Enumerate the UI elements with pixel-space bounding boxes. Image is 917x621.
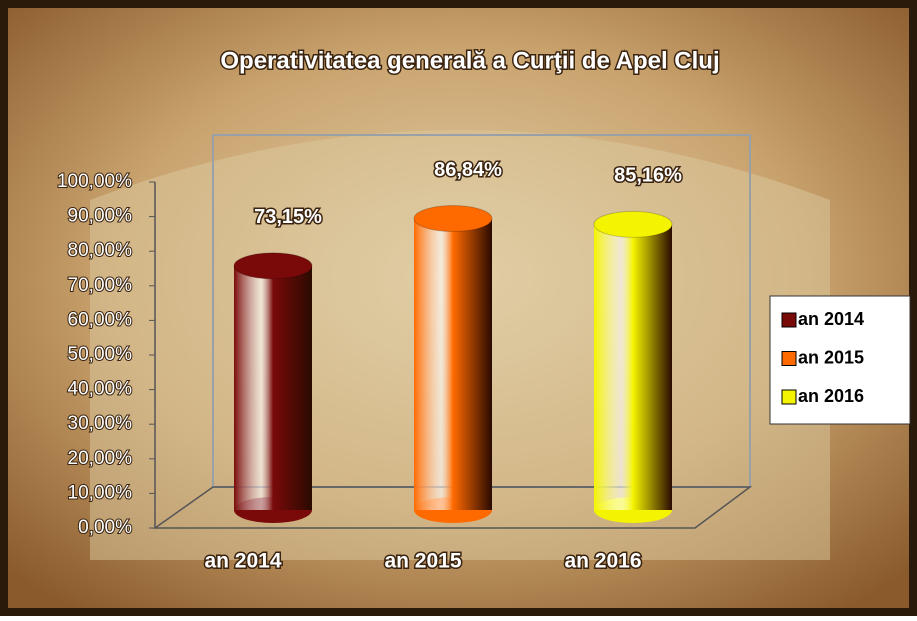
chart-title: Operativitatea generală a Curţii de Apel… (220, 47, 719, 74)
y-tick-label: 0,00% (78, 517, 132, 538)
y-tick-label: 100,00% (57, 171, 132, 192)
y-tick-label: 60,00% (68, 309, 133, 330)
bar (234, 265, 312, 510)
x-tick-label: an 2014 (204, 550, 281, 573)
bar-top (413, 205, 493, 233)
bar-top (593, 210, 673, 238)
y-tick-label: 20,00% (68, 448, 133, 469)
bar (414, 218, 492, 510)
legend-swatch (781, 312, 797, 328)
x-tick-label: an 2015 (384, 550, 461, 573)
x-tick-label: an 2016 (564, 550, 641, 573)
floor (152, 486, 753, 529)
y-tick-label: 50,00% (68, 344, 133, 365)
legend-label: an 2015 (798, 347, 864, 367)
bar (594, 224, 672, 510)
legend-label: an 2016 (798, 386, 864, 406)
y-tick-label: 80,00% (68, 240, 133, 261)
y-tick-label: 90,00% (68, 206, 133, 227)
y-tick-label: 70,00% (68, 275, 133, 296)
bar-top (233, 252, 313, 280)
data-label: 73,15% (254, 206, 322, 228)
legend-swatch (781, 389, 797, 405)
legend-label: an 2014 (798, 309, 864, 329)
data-label: 85,16% (614, 165, 682, 187)
y-tick-label: 10,00% (68, 482, 133, 503)
data-label: 86,84% (434, 159, 502, 181)
y-tick-label: 30,00% (68, 413, 133, 434)
legend-swatch (781, 351, 797, 366)
y-tick-label: 40,00% (68, 379, 133, 400)
